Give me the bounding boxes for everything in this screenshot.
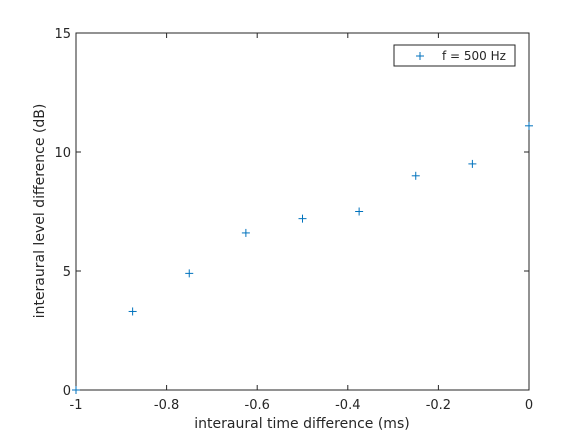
x-tick-label: -1 xyxy=(70,398,83,413)
y-axis-label: interaural level difference (dB) xyxy=(32,104,48,319)
data-point xyxy=(298,214,307,223)
x-tick-label: -0.4 xyxy=(335,398,360,413)
data-point xyxy=(355,207,364,216)
y-axis: 0 5 10 15 xyxy=(54,27,529,399)
data-point xyxy=(241,228,250,237)
y-tick-label: 0 xyxy=(63,384,71,399)
legend-marker xyxy=(416,52,424,60)
y-tick-label: 5 xyxy=(63,265,71,280)
x-tick-label: -0.2 xyxy=(426,398,451,413)
data-point xyxy=(185,269,194,278)
x-tick-label: 0 xyxy=(525,398,533,413)
legend-box xyxy=(393,44,516,67)
y-tick-label: 10 xyxy=(54,146,71,161)
data-point xyxy=(411,171,420,180)
x-axis: -1 -0.8 -0.6 -0.4 -0.2 0 xyxy=(70,33,533,413)
x-tick-label: -0.6 xyxy=(245,398,270,413)
x-tick-label: -0.8 xyxy=(154,398,179,413)
data-point xyxy=(468,159,477,168)
data-point xyxy=(128,307,137,316)
plot-area xyxy=(75,32,530,391)
data-point xyxy=(72,386,80,394)
legend: f = 500 Hz xyxy=(393,44,516,67)
y-tick-label: 15 xyxy=(54,27,71,42)
data-series xyxy=(72,121,533,394)
x-axis-label: interaural time difference (ms) xyxy=(194,416,409,432)
legend-label: f = 500 Hz xyxy=(442,49,506,63)
data-point xyxy=(525,121,533,130)
